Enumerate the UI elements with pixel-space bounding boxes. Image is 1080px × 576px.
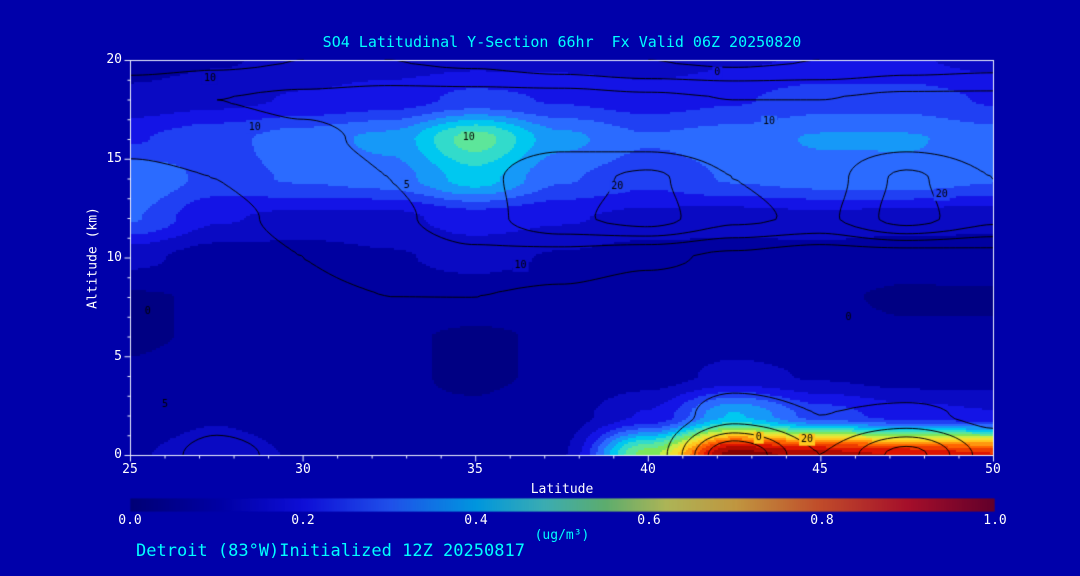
y-tick-label: 0 xyxy=(114,447,122,462)
colorbar-tick-label: 0.6 xyxy=(637,513,661,528)
y-tick-label: 15 xyxy=(106,151,122,166)
x-tick-label: 25 xyxy=(122,462,138,477)
x-tick-label: 45 xyxy=(812,462,828,477)
y-tick-label: 5 xyxy=(114,349,122,364)
colorbar-tick-label: 0.0 xyxy=(118,513,142,528)
colorbar-tick-label: 0.2 xyxy=(291,513,315,528)
x-tick-label: 35 xyxy=(467,462,483,477)
y-tick-label: 20 xyxy=(106,52,122,67)
y-tick-label: 10 xyxy=(106,250,122,265)
chart-title: SO4 Latitudinal Y-Section 66hr Fx Valid … xyxy=(322,33,802,51)
x-tick-label: 40 xyxy=(640,462,656,477)
x-tick-label: 30 xyxy=(295,462,311,477)
colorbar-tick-label: 1.0 xyxy=(983,513,1007,528)
colorbar-unit-label: (ug/m³) xyxy=(534,528,590,543)
station-init-annotation: Detroit (83°W)Initialized 12Z 20250817 xyxy=(136,541,525,561)
x-axis-label: Latitude xyxy=(530,482,594,497)
colorbar-tick-label: 0.4 xyxy=(464,513,488,528)
colorbar-tick-label: 0.8 xyxy=(810,513,834,528)
x-tick-label: 50 xyxy=(985,462,1001,477)
